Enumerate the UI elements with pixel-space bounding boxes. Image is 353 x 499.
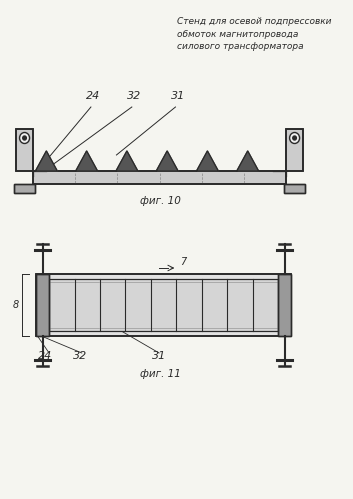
Bar [33, 171, 286, 184]
Bar [49, 279, 278, 331]
Circle shape [289, 133, 300, 144]
Text: 24: 24 [38, 351, 53, 361]
Bar [286, 129, 303, 171]
Bar [16, 129, 33, 171]
Bar [14, 184, 35, 193]
Polygon shape [35, 151, 57, 171]
Bar [286, 129, 303, 171]
Circle shape [293, 136, 297, 140]
Bar [284, 184, 305, 193]
Circle shape [19, 133, 30, 144]
Polygon shape [76, 151, 97, 171]
Circle shape [23, 136, 26, 140]
Bar [16, 129, 33, 171]
Bar [49, 279, 278, 331]
Bar [36, 274, 49, 336]
Polygon shape [197, 151, 219, 171]
Polygon shape [237, 151, 259, 171]
Bar [36, 274, 49, 336]
Text: 31: 31 [152, 351, 166, 361]
Text: фиг. 10: фиг. 10 [139, 196, 180, 206]
Bar [284, 184, 305, 193]
Polygon shape [116, 151, 138, 171]
Text: 31: 31 [171, 91, 185, 101]
Bar [36, 274, 291, 336]
Text: Стенд для осевой подпрессовки
обмоток магнитопровода
силового трансформатора: Стенд для осевой подпрессовки обмоток ма… [177, 17, 332, 51]
Text: 32: 32 [73, 351, 87, 361]
Bar [278, 274, 291, 336]
Polygon shape [156, 151, 178, 171]
Bar [36, 274, 291, 336]
Bar [278, 274, 291, 336]
Text: фиг. 11: фиг. 11 [139, 369, 180, 379]
Bar [14, 184, 35, 193]
Text: 24: 24 [86, 91, 100, 101]
Text: 7: 7 [180, 257, 186, 267]
Text: 32: 32 [127, 91, 142, 101]
Bar [33, 171, 286, 184]
Text: 8: 8 [13, 300, 19, 310]
